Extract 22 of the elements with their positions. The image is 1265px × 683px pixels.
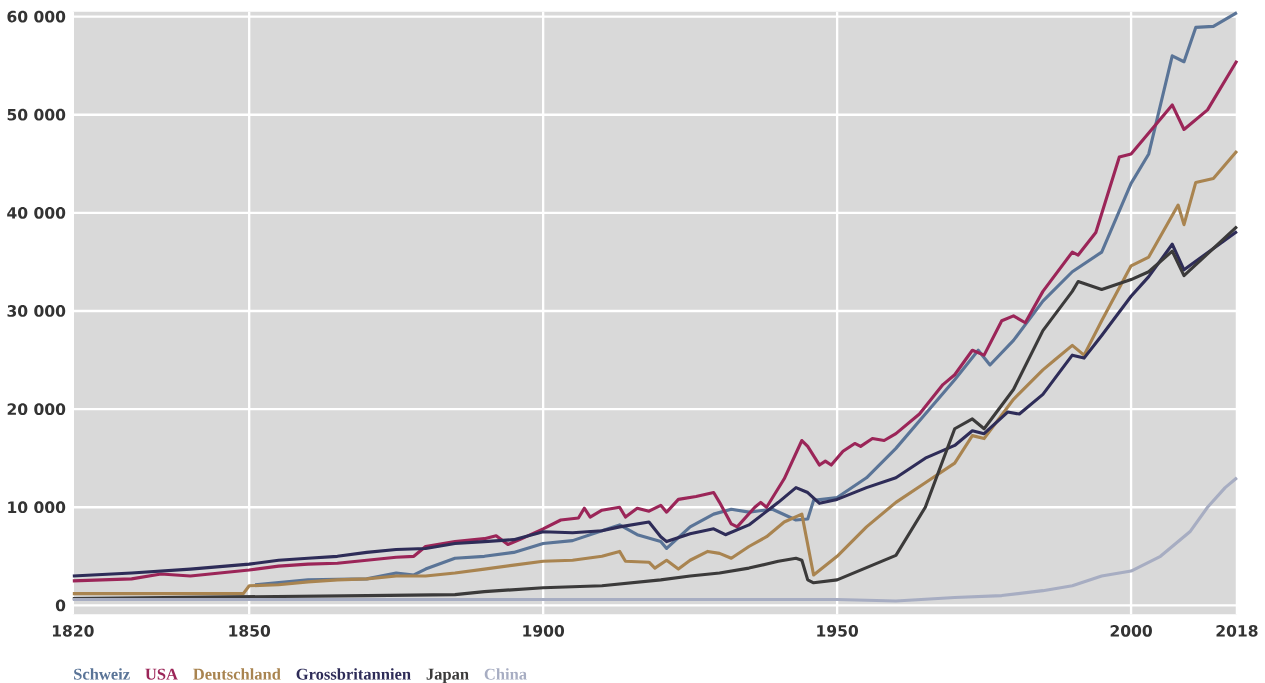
y-tick-label: 50 000 bbox=[7, 108, 66, 121]
y-tick-label: 0 bbox=[55, 599, 66, 612]
text: Japan bbox=[426, 668, 469, 683]
text: Deutschland bbox=[193, 667, 281, 680]
y-tick-label: 40 000 bbox=[7, 206, 66, 219]
line-series bbox=[71, 58, 1239, 583]
x-tick-label: 2000 bbox=[1110, 624, 1152, 637]
x-tick-label: 1850 bbox=[229, 624, 271, 637]
x-tick-label: 1900 bbox=[523, 624, 565, 637]
text: China bbox=[484, 667, 527, 680]
line-series bbox=[71, 149, 1239, 595]
text: Grossbritannien bbox=[296, 667, 411, 680]
x-tick-label: 1950 bbox=[817, 624, 858, 637]
line-series bbox=[71, 476, 1239, 603]
y-tick-label: 30 000 bbox=[7, 304, 66, 317]
y-tick-label: 20 000 bbox=[7, 403, 66, 415]
y-tick-label: 10 000 bbox=[8, 501, 66, 513]
y-tick-label: 60 000 bbox=[7, 10, 66, 23]
x-tick-label: 2018 bbox=[1216, 624, 1258, 637]
text: USA bbox=[145, 668, 178, 680]
x-tick-label: 1820 bbox=[52, 624, 94, 637]
text: Schweiz bbox=[74, 667, 130, 680]
